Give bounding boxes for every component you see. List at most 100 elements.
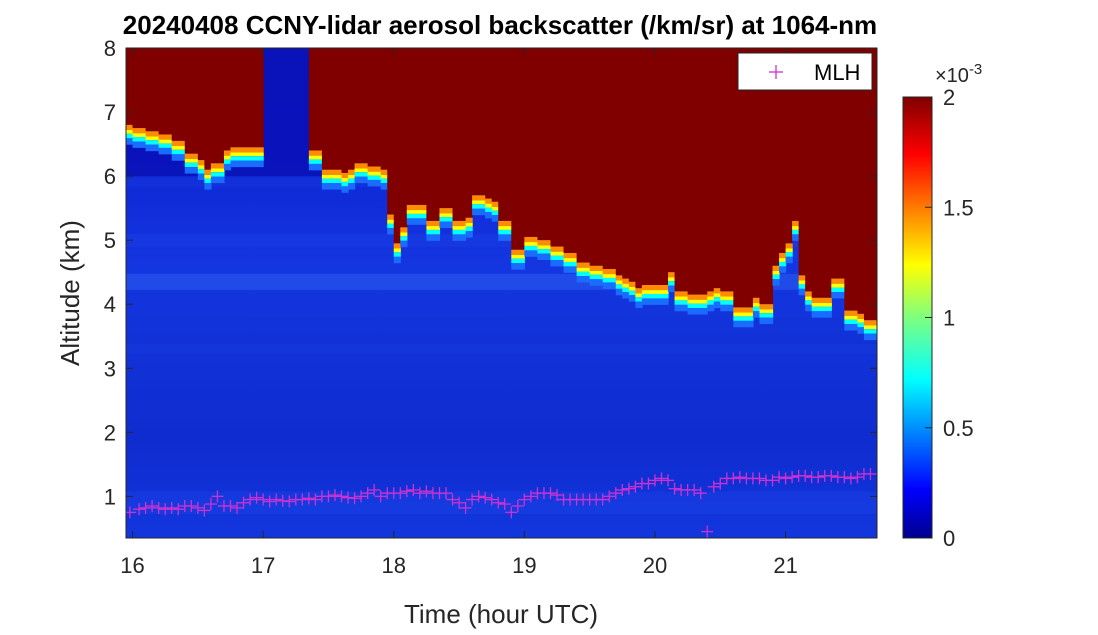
layer-edge	[472, 204, 486, 209]
mlh-point	[146, 499, 159, 512]
layer-edge	[334, 174, 343, 179]
mlh-point	[165, 501, 178, 514]
layer-edge	[798, 288, 806, 296]
mlh-point	[603, 490, 616, 503]
layer-edge	[184, 158, 199, 163]
mlh-point	[544, 487, 557, 500]
layer-edge	[341, 172, 349, 179]
mlh-point	[133, 503, 146, 516]
layer-edge	[184, 162, 199, 168]
layer-edge	[498, 234, 512, 241]
y-tick-label: 3	[104, 356, 116, 381]
layer-edge	[126, 138, 134, 145]
legend[interactable]: MLH	[737, 52, 873, 91]
layer-edge	[237, 156, 264, 161]
layer-edge	[687, 303, 695, 309]
layer-edge	[367, 166, 382, 172]
saturated-column	[792, 48, 800, 221]
layer-edge	[145, 131, 160, 137]
layer-edge	[602, 274, 617, 278]
mlh-point	[439, 487, 452, 500]
layer-edge	[400, 227, 408, 233]
layer-edge	[694, 308, 708, 315]
saturated-backscatter-layer	[126, 48, 877, 341]
saturated-column	[863, 48, 877, 321]
mlh-point	[328, 489, 341, 502]
layer-edge	[589, 265, 604, 271]
mlh-point	[413, 487, 426, 500]
layer-edge	[654, 290, 669, 294]
layer-edge	[746, 312, 754, 317]
layer-edge	[857, 327, 865, 334]
saturated-column	[354, 48, 369, 164]
mlh-point	[283, 495, 296, 508]
layer-edge	[223, 155, 232, 160]
mlh-point	[335, 490, 348, 503]
layer-edge	[387, 227, 395, 235]
saturated-column	[622, 48, 630, 279]
layer-edge	[824, 302, 832, 307]
layer-edge	[197, 165, 205, 170]
layer-edge	[210, 172, 225, 177]
layer-edge	[158, 147, 173, 155]
x-tick-label: 16	[120, 553, 144, 578]
layer-edge	[439, 213, 454, 218]
layer-edge	[210, 168, 225, 173]
layer-edge	[615, 288, 623, 296]
layer-edge	[341, 181, 349, 187]
layer-edge	[511, 263, 525, 270]
saturated-column	[707, 48, 715, 292]
mlh-point	[492, 496, 505, 509]
saturated-column	[628, 48, 636, 282]
saturated-column	[341, 48, 349, 173]
layer-edge	[752, 297, 761, 303]
layer-edge	[576, 271, 591, 277]
y-tick-label: 8	[104, 36, 116, 61]
layer-edge	[400, 236, 408, 241]
layer-edge	[857, 318, 865, 323]
layer-edge	[798, 280, 806, 285]
layer-edge	[622, 278, 630, 284]
saturated-column	[126, 48, 134, 125]
layer-edge	[720, 304, 734, 312]
layer-edge	[465, 217, 473, 223]
layer-edge	[341, 178, 349, 182]
layer-edge	[439, 221, 454, 228]
mlh-point	[296, 493, 309, 506]
mlh-point	[622, 482, 635, 495]
y-tick-label: 2	[104, 420, 116, 445]
mlh-point	[198, 504, 211, 517]
layer-edge	[132, 133, 147, 138]
saturated-column	[387, 48, 395, 215]
layer-edge	[831, 292, 845, 299]
x-tick-label: 21	[773, 553, 797, 578]
mlh-point	[786, 471, 799, 484]
layer-edge	[530, 236, 539, 243]
layer-edge	[334, 183, 343, 190]
layer-edge	[308, 159, 323, 164]
saturated-column	[752, 48, 761, 298]
layer-edge	[426, 229, 441, 235]
layer-edge	[498, 229, 512, 235]
layer-edge	[393, 256, 401, 264]
mlh-point	[152, 501, 165, 514]
layer-edge	[393, 252, 401, 257]
saturated-column	[472, 48, 486, 196]
mlh-point	[394, 487, 407, 500]
layer-edge	[615, 284, 623, 289]
layer-edge	[237, 152, 264, 157]
layer-edge	[759, 304, 774, 310]
saturated-column	[367, 48, 382, 167]
mlh-point	[668, 482, 681, 495]
layer-edge	[805, 300, 813, 305]
layer-edge	[746, 320, 754, 328]
layer-edge	[844, 310, 859, 316]
layer-edge	[576, 267, 591, 272]
layer-edge	[145, 136, 160, 141]
saturated-column	[844, 48, 859, 311]
layer-edge	[844, 324, 859, 331]
layer-edge	[733, 312, 747, 317]
mlh-point	[472, 490, 485, 503]
layer-edge	[713, 301, 721, 309]
